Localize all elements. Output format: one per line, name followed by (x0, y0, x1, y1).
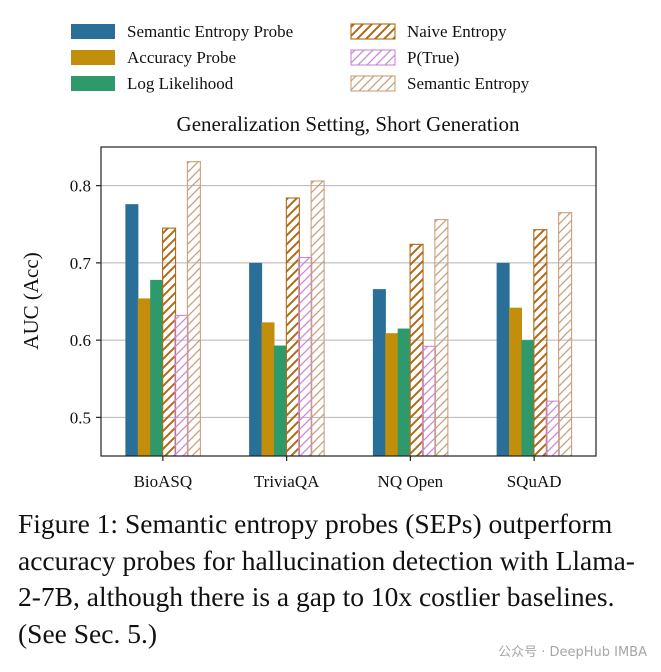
y-tick-label: 0.7 (70, 254, 92, 273)
bar-log-likelihood-bioasq (150, 279, 164, 456)
bar-accuracy-probe-triviaqa (261, 322, 275, 456)
bar-semantic-entropy-probe-squad (496, 262, 510, 456)
x-tick-label-triviaqa: TriviaQA (254, 472, 320, 491)
y-tick-label: 0.6 (70, 331, 91, 350)
bar-p-true-bioasq (174, 314, 189, 457)
bar-semantic-entropy-probe-nq-open (372, 289, 386, 456)
bar-naive-entropy-triviaqa (285, 197, 300, 457)
legend-swatch-naive-entropy (350, 23, 396, 40)
legend-swatch-accuracy-probe (71, 50, 115, 65)
bar-semantic-entropy-squad (558, 212, 573, 457)
legend-swatch-p-true (350, 49, 396, 66)
legend-label-semantic-entropy: Semantic Entropy (407, 74, 530, 93)
bar-semantic-entropy-bioasq (186, 161, 201, 457)
watermark: 公众号 · DeepHub IMBA (498, 645, 647, 660)
bar-accuracy-probe-squad (509, 307, 523, 456)
legend-label-semantic-entropy-probe: Semantic Entropy Probe (127, 22, 293, 41)
bar-p-true-squad (545, 400, 560, 457)
legend-swatch-semantic-entropy-probe (71, 24, 115, 39)
y-axis-label: AUC (Acc) (19, 252, 43, 349)
bar-naive-entropy-bioasq (162, 227, 177, 457)
x-tick-label-bioasq: BioASQ (134, 472, 193, 491)
bar-semantic-entropy-nq-open (434, 219, 449, 457)
bar-naive-entropy-squad (533, 229, 548, 457)
y-tick-label: 0.8 (70, 177, 91, 196)
legend-label-p-true: P(True) (407, 48, 459, 67)
bar-semantic-entropy-probe-triviaqa (249, 262, 263, 456)
chart-figure: Semantic Entropy Probe Accuracy Probe Log … (19, 22, 597, 491)
legend: Semantic Entropy Probe Accuracy Probe Log … (71, 22, 530, 93)
bars (125, 161, 573, 457)
legend-swatch-log-likelihood (71, 76, 115, 91)
bar-accuracy-probe-nq-open (385, 333, 399, 456)
legend-label-log-likelihood: Log Likelihood (127, 74, 234, 93)
bar-log-likelihood-triviaqa (273, 345, 287, 456)
bar-semantic-entropy-probe-bioasq (125, 204, 139, 456)
bar-log-likelihood-nq-open (397, 328, 411, 456)
figure-caption: Figure 1: Semantic entropy probes (SEPs)… (18, 508, 635, 649)
bar-p-true-nq-open (421, 345, 437, 457)
x-axis: BioASQ TriviaQA NQ Open SQuAD (134, 456, 562, 491)
bar-accuracy-probe-bioasq (137, 298, 151, 456)
legend-swatch-semantic-entropy (350, 75, 396, 92)
y-tick-label: 0.5 (70, 408, 91, 427)
legend-label-accuracy-probe: Accuracy Probe (127, 48, 236, 67)
bar-p-true-triviaqa (298, 256, 313, 457)
x-tick-label-squad: SQuAD (507, 472, 562, 491)
legend-label-naive-entropy: Naive Entropy (407, 22, 507, 41)
bar-semantic-entropy-triviaqa (310, 180, 325, 457)
plot-frame (100, 146, 597, 457)
chart-title: Generalization Setting, Short Generation (177, 112, 520, 136)
x-tick-label-nq-open: NQ Open (378, 472, 444, 491)
bar-naive-entropy-nq-open (409, 243, 424, 457)
bar-log-likelihood-squad (521, 340, 535, 456)
y-axis: 0.5 0.6 0.7 0.8 (70, 177, 101, 427)
